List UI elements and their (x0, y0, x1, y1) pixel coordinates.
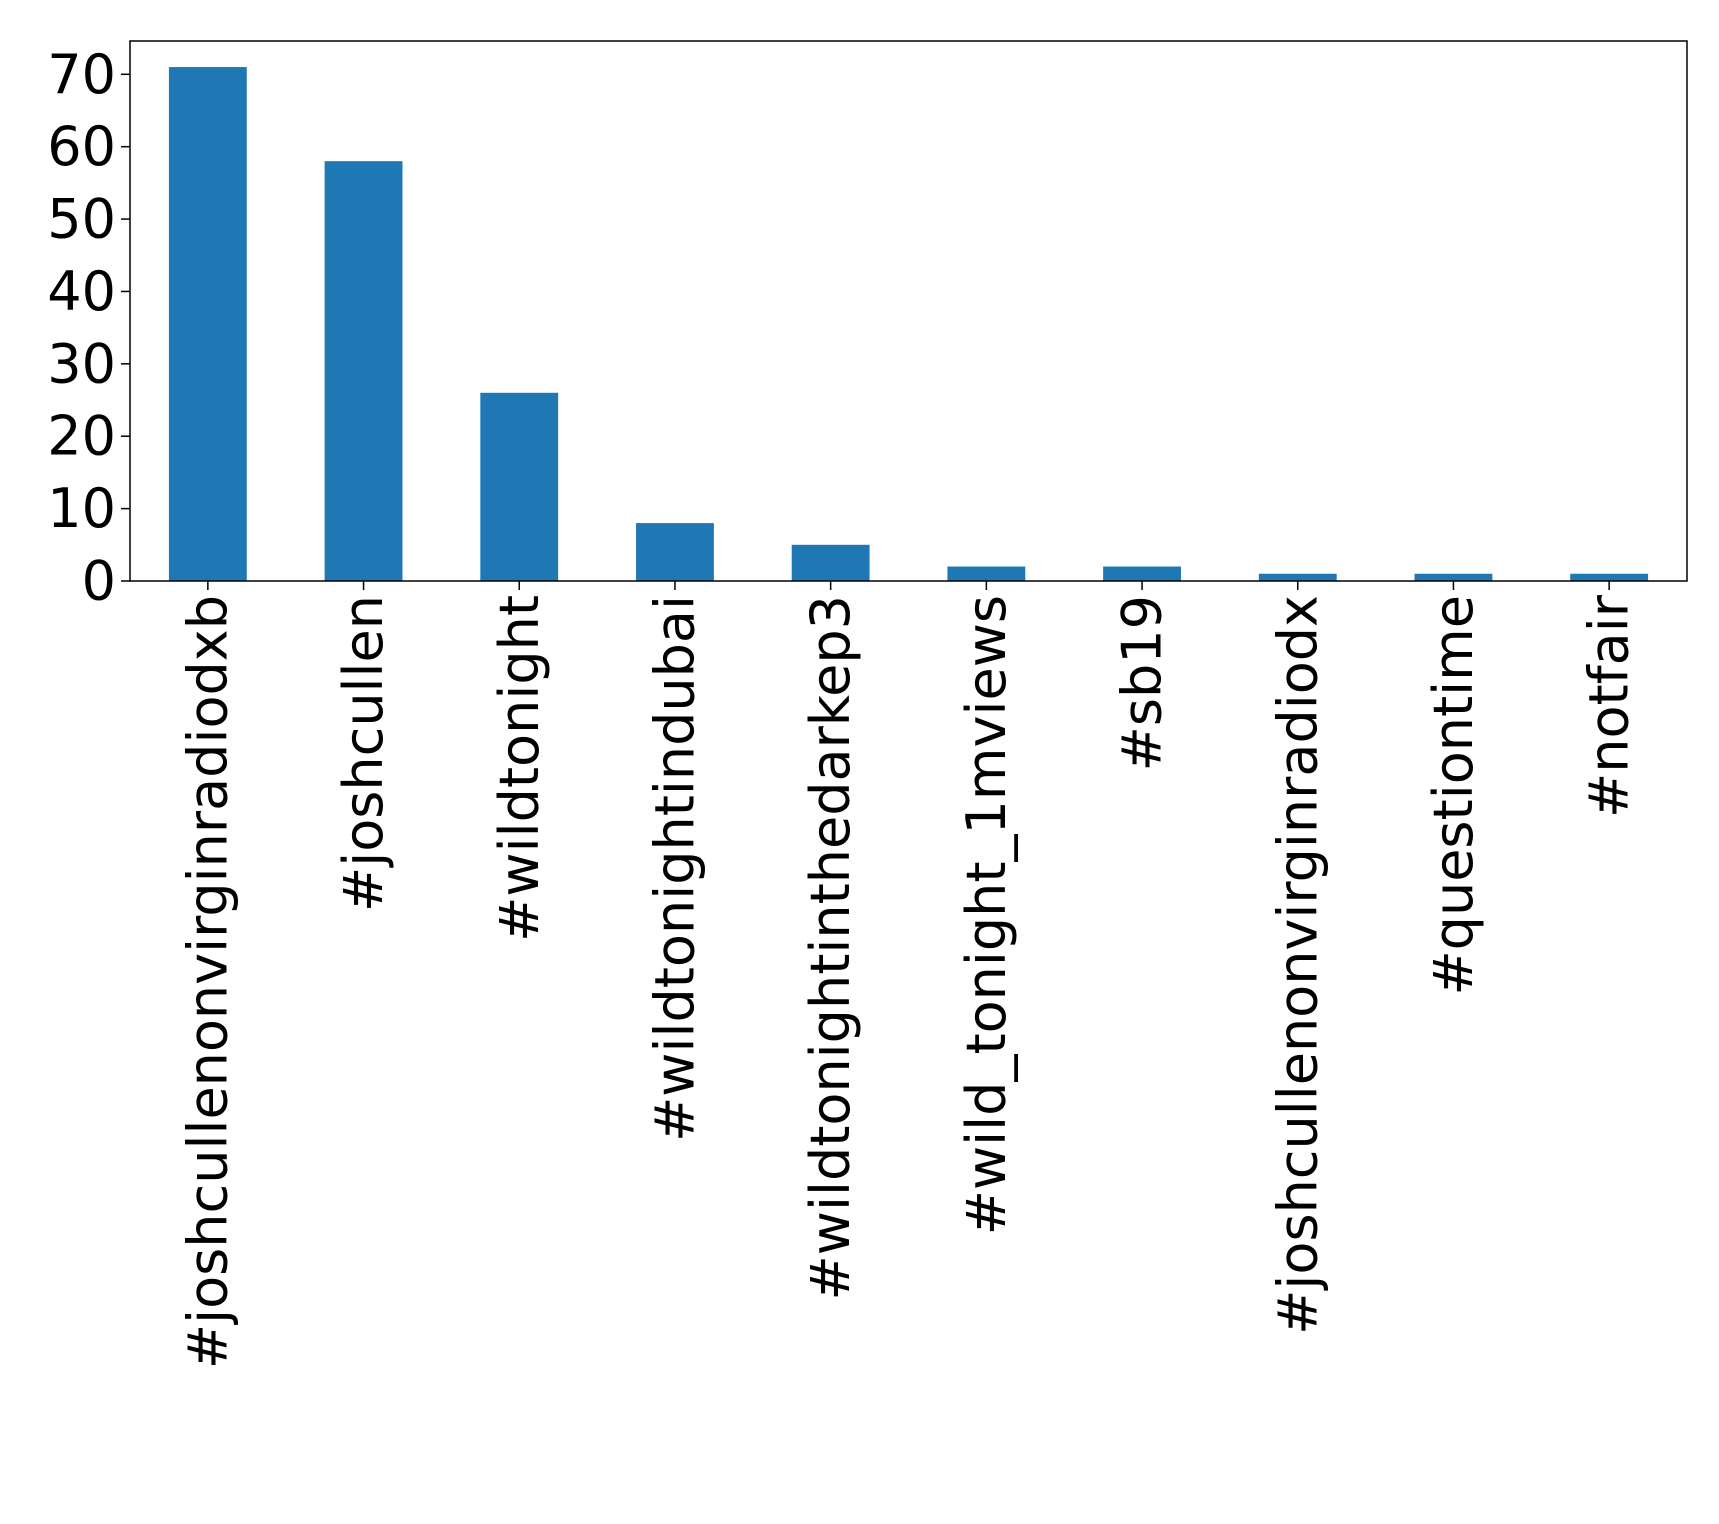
bar-2 (480, 392, 559, 581)
bar-3 (636, 523, 714, 581)
x-tick-label-5: #wild_tonight_1mviews (955, 595, 1018, 1235)
y-tick-label-5: 50 (47, 188, 116, 251)
x-tick-label-2: #wildtonight (488, 595, 551, 942)
bars-group (168, 67, 1649, 582)
y-tick-label-3: 30 (47, 332, 116, 395)
x-axis: #joshcullenonvirginradiodxb #joshcullen #w… (176, 581, 1641, 1369)
x-tick-label-8: #questiontime (1422, 595, 1485, 996)
bar-1 (324, 161, 403, 581)
bar-7 (1258, 573, 1337, 581)
x-tick-label-7: #joshcullenonvirginradiodx (1266, 595, 1329, 1335)
x-tick-label-1: #joshcullen (332, 595, 395, 912)
bar-8 (1414, 573, 1493, 581)
y-tick-label-1: 10 (47, 477, 116, 540)
y-tick-label-0: 0 (82, 550, 116, 613)
x-tick-label-6: #sb19 (1111, 595, 1174, 771)
y-axis: 0 10 20 30 40 50 60 70 (47, 43, 130, 613)
bar-4 (791, 544, 870, 581)
bar-6 (1103, 566, 1181, 581)
x-tick-label-3: #wildtonightindubai (643, 595, 706, 1142)
x-tick-label-4: #wildtonightinthedarkep3 (799, 595, 862, 1300)
bar-0 (168, 67, 247, 582)
bar-5 (947, 566, 1026, 581)
x-tick-label-0: #joshcullenonvirginradiodxb (176, 595, 239, 1369)
y-tick-label-6: 60 (47, 115, 116, 178)
plot-frame (129, 40, 1688, 582)
y-tick-label-2: 20 (47, 405, 116, 468)
y-tick-label-4: 40 (47, 260, 116, 323)
bar-9 (1570, 573, 1649, 581)
x-tick-label-9: #notfair (1578, 594, 1641, 818)
y-tick-label-7: 70 (47, 43, 116, 106)
